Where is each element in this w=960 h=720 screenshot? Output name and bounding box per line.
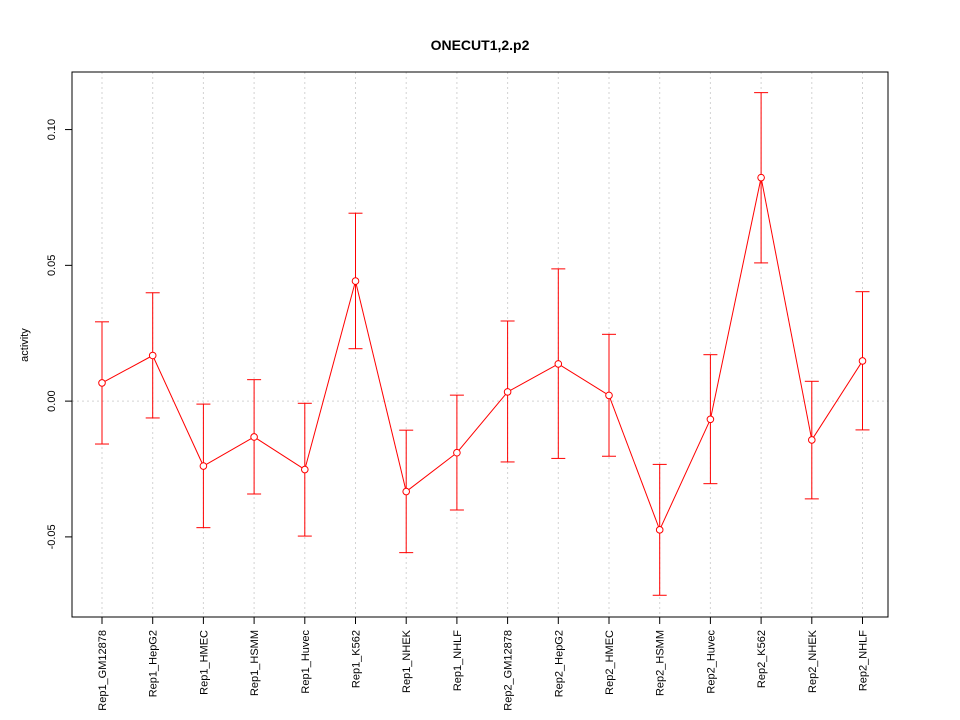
data-point xyxy=(808,436,816,444)
data-point xyxy=(402,487,411,496)
data-point xyxy=(250,433,258,441)
x-tick-label: Rep1_HepG2 xyxy=(148,630,160,697)
data-point xyxy=(301,465,309,474)
series-segment xyxy=(405,452,458,492)
x-tick-label: Rep2_HepG2 xyxy=(553,630,565,697)
x-tick-label: Rep2_HMEC xyxy=(604,630,616,695)
series-segment xyxy=(101,355,153,384)
data-point xyxy=(453,448,461,457)
chart-title: ONECUT1,2.p2 xyxy=(431,37,530,53)
data-point xyxy=(605,391,613,400)
series-segment xyxy=(760,177,813,441)
series xyxy=(95,92,870,596)
data-point xyxy=(706,415,715,424)
data-point xyxy=(757,173,765,182)
y-axis-label: activity xyxy=(19,328,31,362)
x-tick-label: Rep1_Huvec xyxy=(300,630,312,694)
x-tick-label: Rep1_NHLF xyxy=(452,630,464,691)
y-tick-label: 0.10 xyxy=(46,119,58,140)
series-segment xyxy=(659,419,711,531)
x-tick-label: Rep2_Huvec xyxy=(705,630,717,694)
grid xyxy=(101,72,863,617)
data-point xyxy=(148,351,157,360)
series-segment xyxy=(608,395,661,531)
data-point xyxy=(351,277,360,285)
x-tick-label: Rep2_K562 xyxy=(756,630,768,688)
data-point xyxy=(858,357,867,365)
data-point xyxy=(503,388,512,396)
data-point xyxy=(554,360,563,368)
x-tick-label: Rep1_NHEK xyxy=(401,629,413,693)
y-tick-label: 0.00 xyxy=(46,390,58,411)
x-tick-label: Rep2_NHEK xyxy=(807,629,819,693)
series-segment xyxy=(355,280,407,492)
series-segment xyxy=(558,363,610,396)
x-tick-label: Rep2_HSMM xyxy=(655,630,667,696)
y-tick-label: 0.05 xyxy=(46,255,58,276)
series-segment xyxy=(152,355,204,467)
x-tick-label: Rep1_K562 xyxy=(351,630,363,688)
axes: Rep1_GM12878 Rep1_HepG2 Rep1_HMEC Rep1_HSMM… xyxy=(46,119,870,711)
x-tick-label: Rep2_NHLF xyxy=(858,630,870,691)
data-point xyxy=(98,379,106,387)
series-segment xyxy=(811,360,863,441)
series-segment xyxy=(304,280,356,470)
data-point xyxy=(655,526,664,534)
series-segment xyxy=(456,391,508,454)
x-tick-label: Rep1_HMEC xyxy=(198,630,210,695)
x-tick-label: Rep1_GM12878 xyxy=(97,630,109,711)
series-segment xyxy=(709,177,762,420)
data-point xyxy=(199,462,208,470)
series-segment xyxy=(507,363,559,393)
y-tick-label: -0.05 xyxy=(46,524,58,549)
series-segment xyxy=(253,436,306,470)
x-tick-label: Rep2_GM12878 xyxy=(503,630,515,711)
plot-frame xyxy=(71,71,889,618)
x-tick-label: Rep1_HSMM xyxy=(249,630,261,696)
series-segment xyxy=(203,436,255,467)
